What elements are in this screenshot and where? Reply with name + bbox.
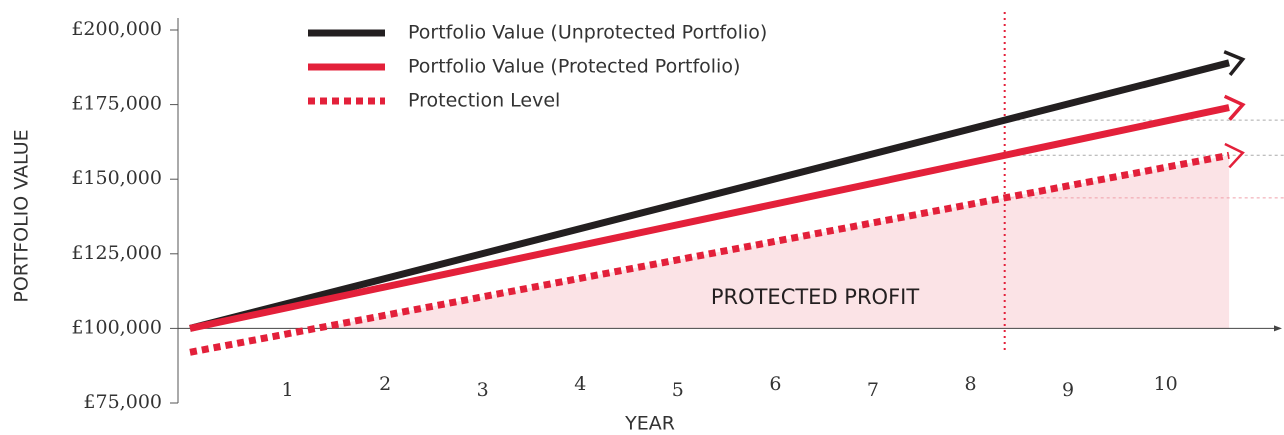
series-line: [189, 151, 1230, 356]
x-tick-label: 1: [282, 379, 294, 401]
y-tick-label: £100,000: [71, 316, 162, 338]
arrow-head: [1223, 94, 1246, 121]
annotation: PROTECTED PROFIT: [711, 285, 920, 309]
series-line: [189, 104, 1230, 332]
x-tick-label: 10: [1154, 373, 1178, 395]
y-tick-label: £175,000: [71, 93, 162, 115]
x-tick-label: 8: [964, 373, 976, 395]
y-axis-label: PORTFOLIO VALUE: [11, 129, 33, 302]
x-tick-label: 3: [477, 379, 489, 401]
legend-label: Portfolio Value (Protected Portfolio): [408, 56, 740, 78]
x-axis-label: YEAR: [624, 413, 675, 435]
x-axis-arrow: [1274, 325, 1282, 332]
series-line: [189, 59, 1230, 332]
y-tick-label: £200,000: [71, 18, 162, 40]
x-tick-label: 2: [379, 373, 391, 395]
y-tick-label: £125,000: [71, 242, 162, 264]
arrow-head: [1224, 142, 1245, 169]
x-tick-label: 7: [867, 379, 879, 401]
legend-label: Protection Level: [408, 90, 560, 112]
legend-label: Portfolio Value (Unprotected Portfolio): [408, 22, 767, 44]
x-tick-label: 4: [574, 373, 586, 395]
x-tick-label: 6: [769, 373, 781, 395]
protected-area: [315, 155, 1230, 329]
y-tick-label: £150,000: [71, 167, 162, 189]
x-tick-label: 5: [672, 379, 684, 401]
x-tick-label: 9: [1062, 379, 1074, 401]
arrow-head: [1223, 50, 1246, 77]
y-tick-label: £75,000: [83, 391, 162, 413]
